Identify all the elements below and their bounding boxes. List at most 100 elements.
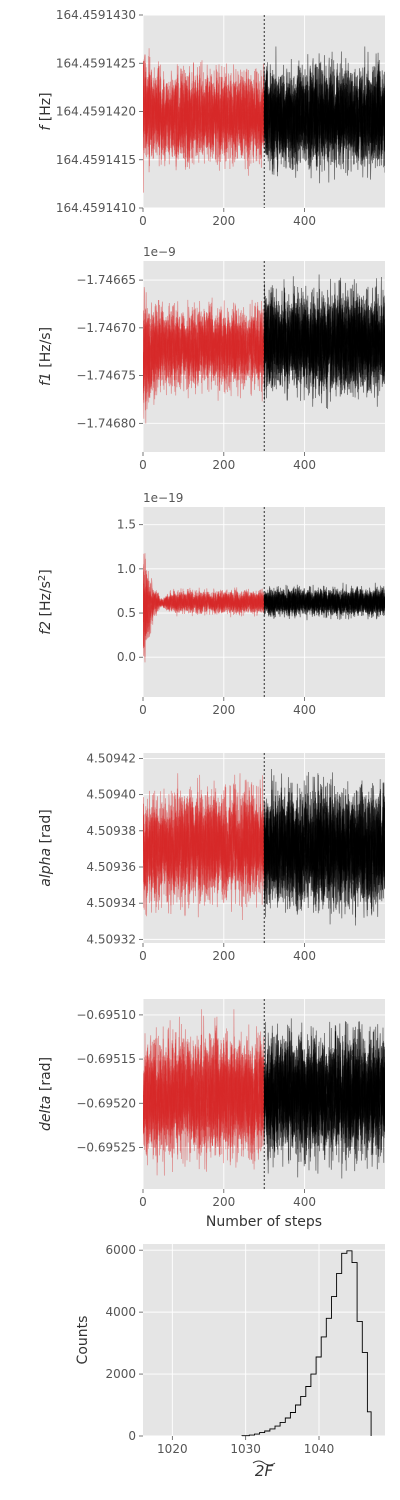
y-tick-label: 164.4591425	[56, 56, 136, 70]
y-axis-label-variable: delta	[38, 1096, 54, 1131]
x-tick-label: 400	[293, 1195, 316, 1209]
burnin-walker-trace	[143, 48, 265, 170]
y-axis-label: f1 [Hz/s]	[38, 327, 54, 386]
burnin-walker-trace	[143, 1015, 265, 1176]
production-walker-trace	[263, 586, 385, 620]
burnin-walker-trace	[143, 779, 265, 921]
burnin-walker-trace	[143, 61, 265, 167]
trace-panel-1: 164.4591410 164.4591415 164.4591420 164.459…	[38, 8, 385, 228]
y-axis-label-unit: [Hz/s	[38, 581, 54, 621]
y-tick-label: 4000	[105, 1305, 136, 1319]
burnin-walker-trace	[143, 1024, 265, 1170]
axes-background	[143, 1244, 385, 1436]
x-tick-label: 400	[293, 214, 316, 228]
x-tick-label: 1020	[157, 1442, 188, 1456]
y-tick-label: −1.74680	[76, 416, 136, 430]
x-tick-label: 400	[293, 703, 316, 717]
x-tick-label: 200	[212, 949, 235, 963]
burnin-walker-trace	[143, 570, 265, 648]
y-tick-label: −0.69520	[76, 1096, 136, 1110]
burnin-walker-trace	[143, 56, 265, 169]
y-tick-label: −1.74670	[76, 321, 136, 335]
y-tick-label: 0.0	[117, 650, 136, 664]
y-tick-label: 4.50932	[86, 932, 136, 946]
trace-panel-4: 4.50932 4.50934 4.50936 4.50938 4.50940 4.509…	[38, 751, 385, 963]
burnin-walker-trace	[143, 1016, 265, 1173]
burnin-walker-trace	[143, 64, 265, 167]
y-tick-label: 164.4591420	[56, 105, 136, 119]
burnin-walker-trace	[143, 55, 265, 173]
burnin-walker-trace	[143, 61, 265, 163]
y-tick-label: 4.50934	[86, 896, 136, 910]
y-axis-label-variable: f	[38, 124, 54, 131]
burnin-walker-trace	[143, 580, 265, 649]
burnin-walker-trace	[143, 774, 265, 910]
axis-offset-label: 1e−19	[143, 491, 183, 505]
x-tick-label: 0	[139, 949, 147, 963]
y-tick-label: −1.74665	[76, 273, 136, 287]
x-tick-label: 400	[293, 458, 316, 472]
trace-area	[143, 1009, 385, 1179]
burnin-walker-trace	[143, 1009, 265, 1166]
x-tick-label: 1040	[304, 1442, 335, 1456]
trace-panel-2: −1.74680 −1.74675 −1.74670 −1.74665 0 200 400 1…	[38, 245, 385, 472]
y-tick-label: 4.50940	[86, 788, 136, 802]
burnin-walker-trace	[143, 574, 265, 646]
burnin-walker-trace	[143, 302, 265, 411]
burnin-walker-trace	[143, 566, 265, 663]
y-axis-label: delta [rad]	[38, 1057, 54, 1131]
y-axis-label-unit: [Hz/s]	[38, 327, 54, 372]
burnin-walker-trace	[143, 784, 265, 913]
production-walker-trace	[263, 584, 385, 620]
axis-offset-label: 1e−9	[143, 245, 176, 259]
burnin-walker-trace	[143, 300, 265, 401]
trace-panel-5: −0.69525 −0.69520 −0.69515 −0.69510 0 200 400 d…	[38, 999, 385, 1230]
y-tick-label: 2000	[105, 1367, 136, 1381]
production-walker-trace	[263, 46, 385, 179]
trace-area	[143, 274, 385, 424]
y-axis-label-variable: alpha	[38, 848, 54, 887]
y-tick-label: −0.69510	[76, 1008, 136, 1022]
y-tick-label: 1.0	[117, 562, 136, 576]
burnin-walker-trace	[143, 553, 265, 640]
y-axis-label-unit: [rad]	[38, 1057, 54, 1096]
y-tick-label: −1.74675	[76, 369, 136, 383]
y-tick-label: 4.50942	[86, 751, 136, 765]
y-axis-label-variable: f2	[38, 621, 54, 635]
production-walker-trace	[263, 278, 385, 407]
x-tick-label: 200	[212, 1195, 235, 1209]
burnin-walker-trace	[143, 297, 265, 424]
burnin-walker-trace	[143, 564, 265, 637]
burnin-walker-trace	[143, 774, 265, 915]
y-tick-label: 164.4591430	[56, 8, 136, 22]
histogram-step-outline	[241, 1250, 372, 1437]
y-axis-label: Counts	[75, 1316, 91, 1365]
trace-area	[143, 46, 385, 193]
burnin-walker-trace	[143, 1027, 265, 1160]
burnin-walker-trace	[143, 54, 265, 170]
y-axis-label-unit: [Hz]	[38, 92, 54, 125]
x-axis-label: 2F	[255, 1462, 274, 1480]
burnin-walker-trace	[143, 292, 265, 419]
burnin-walker-trace	[143, 60, 265, 168]
burnin-walker-trace	[143, 300, 265, 399]
x-axis-label: Number of steps	[206, 1214, 322, 1230]
burnin-walker-trace	[143, 286, 265, 399]
y-tick-label: 6000	[105, 1243, 136, 1257]
burnin-walker-trace	[143, 60, 265, 176]
y-axis-label: alpha [rad]	[38, 809, 54, 886]
burnin-walker-trace	[143, 1034, 265, 1164]
burnin-walker-trace	[143, 788, 265, 908]
y-tick-label: 4.50938	[86, 824, 136, 838]
x-axis-label-tilde	[252, 1460, 276, 1466]
burnin-walker-trace	[143, 1031, 265, 1172]
trace-area	[143, 553, 385, 663]
y-tick-label: −0.69515	[76, 1052, 136, 1066]
burnin-walker-trace	[143, 773, 265, 916]
x-tick-label: 1030	[230, 1442, 261, 1456]
x-tick-label: 0	[139, 1195, 147, 1209]
trace-area	[143, 768, 385, 926]
burnin-walker-trace	[143, 553, 265, 656]
production-walker-trace	[263, 51, 385, 183]
burnin-walker-trace	[143, 781, 265, 914]
